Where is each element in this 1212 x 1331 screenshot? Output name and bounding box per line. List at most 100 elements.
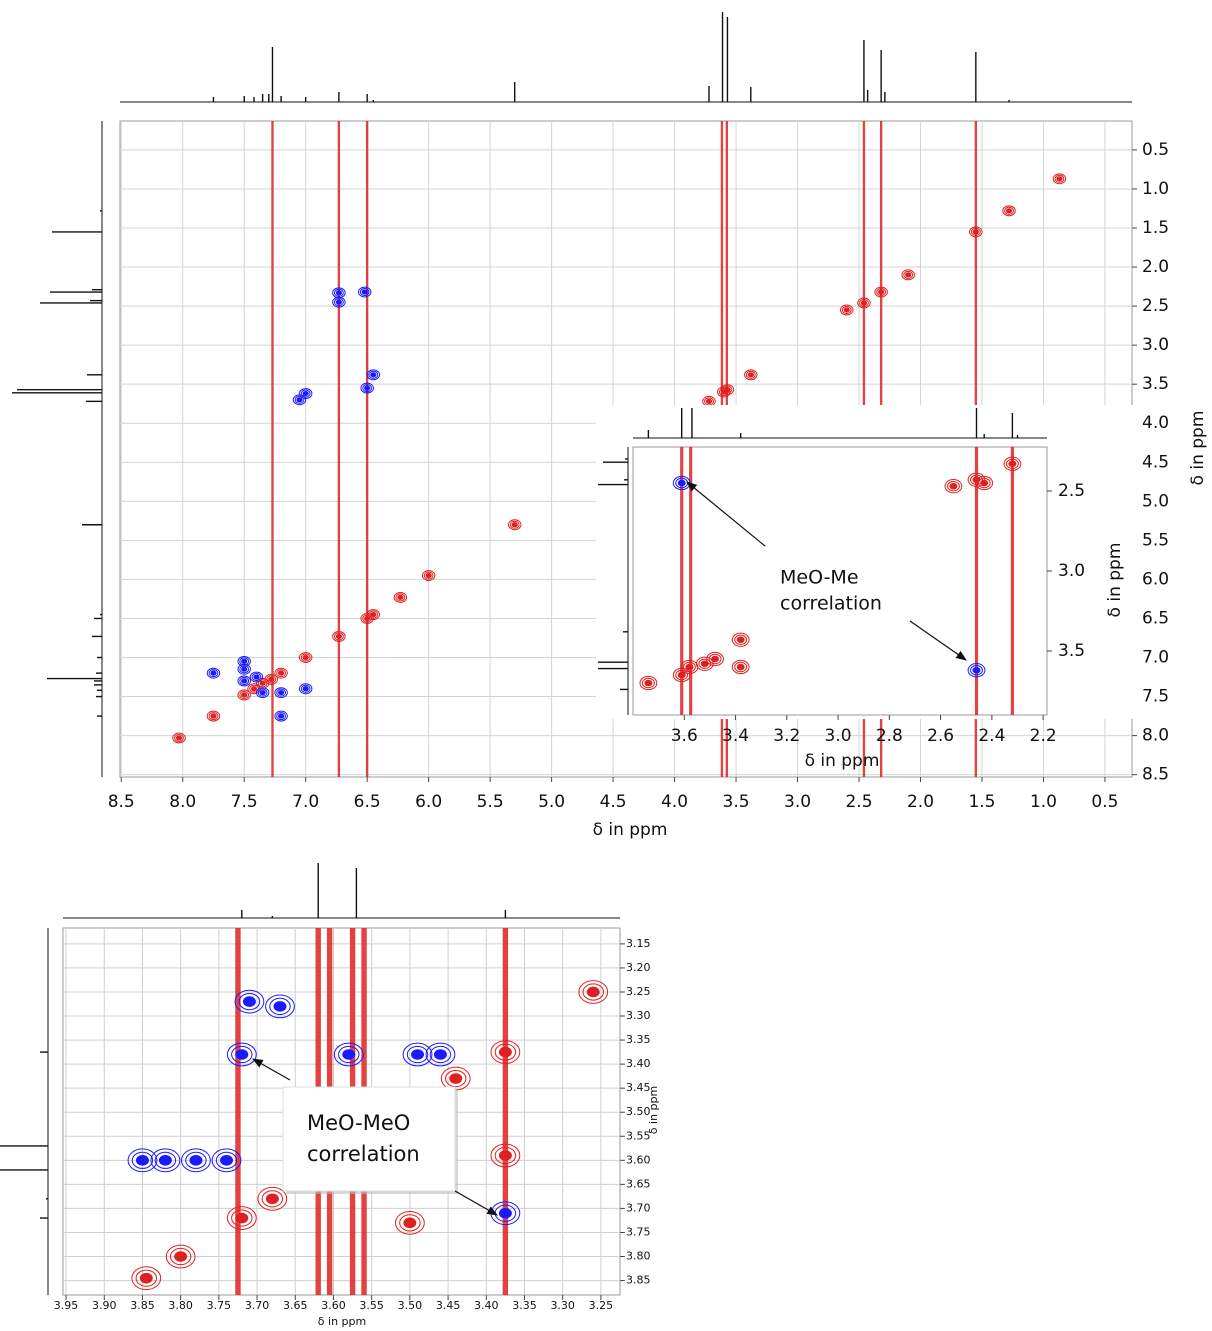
cross-peak — [421, 570, 436, 581]
contour — [736, 663, 745, 671]
contour — [239, 665, 250, 674]
contour — [235, 1212, 249, 1224]
contour — [333, 288, 344, 297]
contour — [967, 663, 986, 678]
contour — [731, 632, 750, 647]
contour — [274, 710, 288, 722]
x-axis-label: δ in ppm — [318, 1315, 366, 1328]
contour — [300, 653, 311, 662]
contour — [265, 994, 295, 1019]
cross-peak — [695, 656, 714, 671]
x-tick-label: 3.70 — [245, 1299, 270, 1312]
contour — [677, 671, 686, 679]
x-tick-label: 3.80 — [168, 1299, 193, 1312]
cross-peak — [490, 1040, 521, 1064]
contour — [269, 997, 291, 1016]
contour — [393, 591, 408, 603]
contour — [944, 479, 963, 494]
cross-peak — [332, 296, 346, 308]
contour — [302, 686, 309, 692]
contour — [706, 651, 724, 667]
cross-peak — [234, 989, 265, 1014]
contour — [449, 1073, 463, 1084]
cross-peak — [206, 667, 221, 679]
contour — [239, 690, 250, 700]
contour — [970, 227, 981, 236]
contour — [403, 1217, 417, 1229]
y-tick-label: 3.45 — [626, 1081, 651, 1094]
contour — [490, 1143, 521, 1168]
contour — [402, 1042, 433, 1067]
contour — [302, 654, 309, 661]
x-tick-label: 0.5 — [1091, 792, 1118, 812]
contour — [972, 666, 981, 674]
contour — [211, 1148, 242, 1173]
contour — [210, 670, 217, 676]
y-tick-label: 3.65 — [626, 1177, 651, 1190]
x-tick-label: 1.5 — [968, 792, 995, 812]
x-tick-label: 1.0 — [1030, 792, 1057, 812]
contour — [972, 229, 979, 235]
contour — [705, 398, 713, 404]
contour — [175, 735, 183, 741]
cross-peak — [944, 479, 963, 494]
contour — [273, 1001, 287, 1012]
cross-peak — [393, 591, 408, 603]
contour — [578, 980, 609, 1004]
cross-peak — [490, 1201, 521, 1226]
x-tick-label: 3.45 — [436, 1299, 461, 1312]
contour — [266, 675, 277, 684]
contour — [905, 272, 912, 278]
contour — [841, 305, 852, 315]
cross-peak — [298, 652, 313, 663]
contour — [731, 659, 750, 675]
contour — [511, 522, 518, 528]
contour — [206, 667, 221, 679]
contour — [586, 986, 600, 998]
cross-peak — [639, 675, 658, 691]
y-tick-label: 4.0 — [1142, 413, 1169, 433]
x-tick-label: 3.50 — [398, 1299, 423, 1312]
contour — [231, 1209, 253, 1227]
cross-peak — [127, 1148, 158, 1173]
cross-peak — [274, 667, 288, 679]
cross-peak — [206, 710, 221, 722]
y-tick-label: 5.5 — [1142, 530, 1169, 550]
contour — [298, 652, 313, 663]
contour — [744, 369, 758, 381]
cross-peak — [425, 1042, 456, 1067]
inset-annotation: MeO-Me correlation — [686, 481, 967, 661]
x-tick-label: 2.5 — [845, 792, 872, 812]
contour — [333, 632, 344, 641]
cross-peak — [969, 226, 983, 238]
cross-peak — [975, 475, 994, 491]
contour — [208, 669, 219, 678]
contour — [366, 609, 381, 621]
contour — [394, 1210, 425, 1235]
cross-peak — [402, 1042, 433, 1067]
contour — [241, 692, 248, 698]
y-axis-label: δ in ppm — [1188, 411, 1208, 486]
contour — [338, 1045, 360, 1064]
y-tick-label: 3.75 — [626, 1225, 651, 1238]
contour — [641, 677, 655, 689]
x-tick-label: 3.90 — [92, 1299, 117, 1312]
contour — [237, 675, 251, 687]
contour — [235, 1049, 249, 1060]
annotation-text: correlation — [780, 593, 882, 615]
contour — [332, 630, 346, 642]
contour — [874, 286, 888, 298]
contour — [685, 663, 694, 671]
contour — [1002, 205, 1016, 217]
contour — [361, 289, 368, 295]
contour — [1052, 173, 1067, 185]
contour — [226, 1042, 257, 1067]
arrow — [909, 620, 967, 661]
contour — [494, 1146, 517, 1165]
cross-peak — [237, 675, 251, 687]
contour — [859, 298, 869, 307]
annotation-text: MeO-Me — [780, 567, 859, 589]
contour — [332, 296, 346, 308]
contour — [903, 270, 914, 279]
